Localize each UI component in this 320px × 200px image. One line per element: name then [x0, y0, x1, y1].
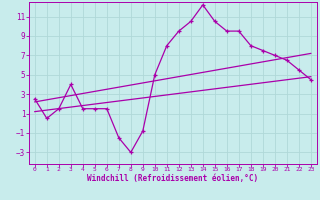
X-axis label: Windchill (Refroidissement éolien,°C): Windchill (Refroidissement éolien,°C): [87, 174, 258, 183]
